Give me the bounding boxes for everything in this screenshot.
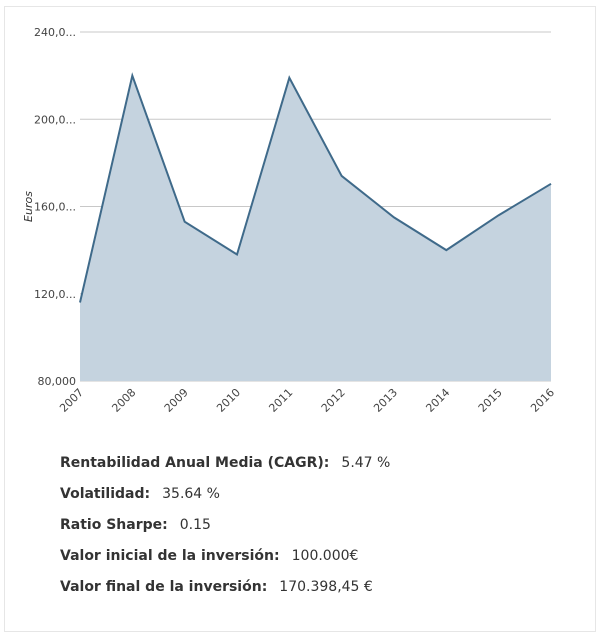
stat-sharpe: Ratio Sharpe: 0.15 <box>60 514 390 545</box>
series-fill <box>80 75 551 381</box>
y-tick-label: 80,000 <box>38 375 77 388</box>
stat-label: Valor final de la inversión: <box>60 579 268 595</box>
stat-label: Ratio Sharpe: <box>60 517 168 533</box>
x-tick-label: 2009 <box>162 386 191 415</box>
stat-label: Valor inicial de la inversión: <box>60 548 280 564</box>
x-tick-label: 2016 <box>528 386 557 415</box>
x-tick-label: 2015 <box>476 386 505 415</box>
x-tick-label: 2010 <box>214 386 243 415</box>
y-axis-ticks: 80,000 120,0... 160,0... 200,0... 240,0... <box>34 26 76 388</box>
series-line <box>79 72 552 303</box>
stat-value: 35.64 % <box>162 486 220 502</box>
x-tick-label: 2007 <box>57 386 86 415</box>
stats-panel: Rentabilidad Anual Media (CAGR): 5.47 % V… <box>60 452 390 607</box>
stat-label: Rentabilidad Anual Media (CAGR): <box>60 455 330 471</box>
x-tick-label: 2008 <box>109 386 138 415</box>
stat-volatility: Volatilidad: 35.64 % <box>60 483 390 514</box>
x-tick-label: 2012 <box>319 386 348 415</box>
series-area <box>79 72 552 381</box>
stat-cagr: Rentabilidad Anual Media (CAGR): 5.47 % <box>60 452 390 483</box>
y-tick-label: 240,0... <box>34 26 76 39</box>
stat-final-value: Valor final de la inversión: 170.398,45 € <box>60 576 390 607</box>
x-tick-label: 2013 <box>371 386 400 415</box>
y-tick-label: 200,0... <box>34 113 76 126</box>
y-tick-label: 120,0... <box>34 288 76 301</box>
x-tick-label: 2011 <box>266 386 295 415</box>
stat-value: 5.47 % <box>341 455 391 471</box>
stat-value: 100.000€ <box>291 548 359 564</box>
stat-value: 0.15 <box>179 517 211 533</box>
area-chart: 80,000 120,0... 160,0... 200,0... 240,0... 2… <box>22 26 557 415</box>
x-tick-label: 2014 <box>423 386 452 415</box>
stat-initial-value: Valor inicial de la inversión: 100.000€ <box>60 545 390 576</box>
stat-value: 170.398,45 € <box>279 579 373 595</box>
stat-label: Volatilidad: <box>60 486 151 502</box>
y-tick-label: 160,0... <box>34 201 76 214</box>
y-axis-title: Euros <box>22 191 35 222</box>
x-axis-ticks: 2007 2008 2009 2010 2011 2012 2013 2014 2015 2016 <box>57 386 557 415</box>
